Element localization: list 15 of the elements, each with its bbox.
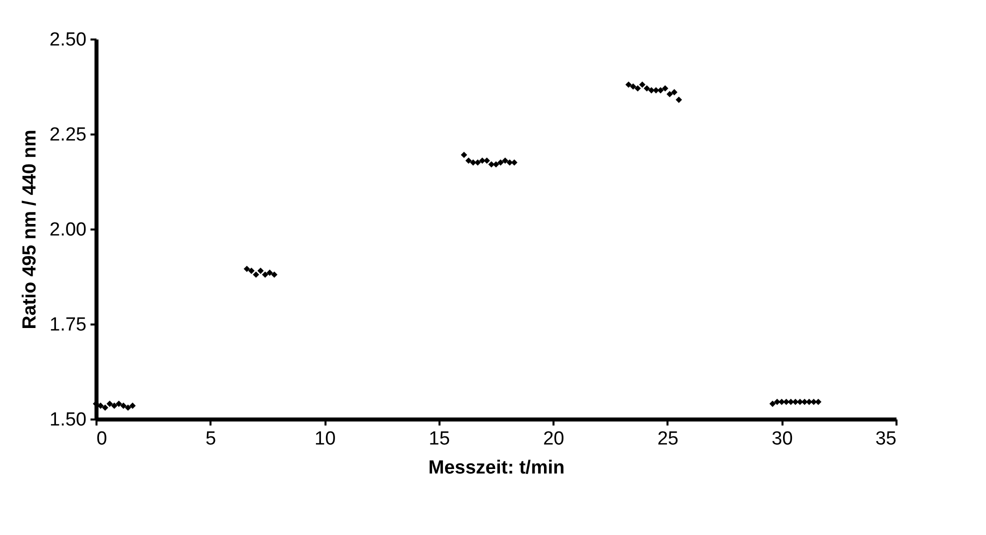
y-tick-label: 1.50 — [50, 410, 86, 430]
y-axis-title: Ratio 495 nm / 440 nm — [20, 130, 41, 330]
x-tick-label: 25 — [657, 428, 678, 450]
x-axis-title: Messzeit: t/min — [428, 458, 565, 478]
x-tick-label: 20 — [543, 428, 564, 450]
x-tick-label: 15 — [428, 428, 450, 450]
y-tick-label: 2.50 — [50, 30, 86, 50]
y-tick-label: 2.00 — [50, 220, 86, 240]
x-tick-label: 10 — [314, 428, 336, 450]
x-tick-label: 5 — [205, 428, 216, 450]
x-tick-label: 30 — [772, 428, 793, 450]
x-tick-label: 0 — [96, 428, 108, 450]
y-tick-label: 2.25 — [50, 124, 86, 146]
x-tick-label: 35 — [875, 428, 896, 450]
y-tick-label: 1.75 — [50, 314, 86, 336]
